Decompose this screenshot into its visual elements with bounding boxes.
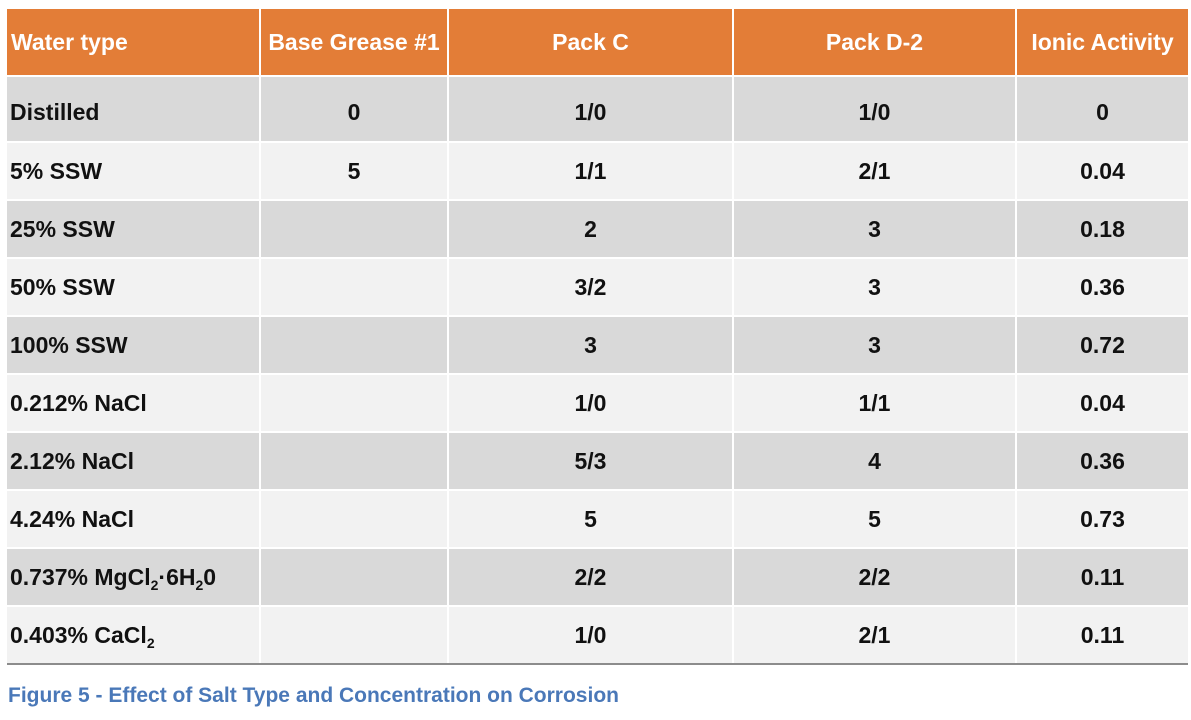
- pack-c-cell: 1/1: [448, 142, 734, 200]
- ionic-activity-cell: 0.04: [1016, 142, 1188, 200]
- base-grease-cell: [260, 490, 449, 548]
- pack-c-cell: 1/0: [448, 606, 734, 665]
- water-type-cell: 0.212% NaCl: [7, 374, 261, 432]
- water-type-cell: 50% SSW: [7, 258, 261, 316]
- base-grease-cell: 0: [260, 76, 449, 142]
- subscript: 2: [150, 576, 159, 593]
- ionic-activity-cell: 0.72: [1016, 316, 1188, 374]
- table-header: Water type Base Grease #1 Pack C Pack D-…: [7, 9, 1188, 76]
- pack-d2-cell: 5: [733, 490, 1017, 548]
- pack-c-cell: 5/3: [448, 432, 734, 490]
- pack-c-cell: 2/2: [448, 548, 734, 606]
- base-grease-cell: [260, 316, 449, 374]
- water-type-cell: 25% SSW: [7, 200, 261, 258]
- base-grease-cell: [260, 258, 449, 316]
- water-type-cell: 0.737% MgCl2·6H20: [7, 548, 261, 606]
- water-type-cell: 0.403% CaCl2: [7, 606, 261, 665]
- pack-d2-cell: 2/2: [733, 548, 1017, 606]
- ionic-activity-cell: 0.04: [1016, 374, 1188, 432]
- water-type-text: 0: [203, 563, 217, 590]
- base-grease-cell: [260, 548, 449, 606]
- header-base-grease: Base Grease #1: [260, 9, 449, 76]
- header-ionic-activity: Ionic Activity: [1016, 9, 1188, 76]
- ionic-activity-cell: 0.11: [1016, 606, 1188, 665]
- table-row: 0.737% MgCl2·6H20 2/2 2/2 0.11: [7, 548, 1188, 606]
- table-body: Distilled 0 1/0 1/0 0 5% SSW 5 1/1 2/1 0…: [7, 76, 1188, 665]
- pack-c-cell: 3/2: [448, 258, 734, 316]
- pack-c-cell: 2: [448, 200, 734, 258]
- pack-d2-cell: 2/1: [733, 142, 1017, 200]
- water-type-text: ·6H: [158, 563, 196, 590]
- base-grease-cell: [260, 606, 449, 665]
- pack-d2-cell: 1/0: [733, 76, 1017, 142]
- ionic-activity-cell: 0.18: [1016, 200, 1188, 258]
- pack-d2-cell: 3: [733, 316, 1017, 374]
- pack-d2-cell: 3: [733, 258, 1017, 316]
- water-type-text: 0.737% MgCl: [10, 563, 151, 590]
- header-row: Water type Base Grease #1 Pack C Pack D-…: [7, 9, 1188, 76]
- water-type-cell: 4.24% NaCl: [7, 490, 261, 548]
- table-row: 100% SSW 3 3 0.72: [7, 316, 1188, 374]
- table-row: 50% SSW 3/2 3 0.36: [7, 258, 1188, 316]
- pack-d2-cell: 2/1: [733, 606, 1017, 665]
- base-grease-cell: 5: [260, 142, 449, 200]
- ionic-activity-cell: 0.11: [1016, 548, 1188, 606]
- table-row: 5% SSW 5 1/1 2/1 0.04: [7, 142, 1188, 200]
- water-type-cell: Distilled: [7, 76, 261, 142]
- subscript: 2: [146, 634, 155, 651]
- pack-c-cell: 1/0: [448, 374, 734, 432]
- water-type-cell: 100% SSW: [7, 316, 261, 374]
- pack-d2-cell: 1/1: [733, 374, 1017, 432]
- ionic-activity-cell: 0.36: [1016, 258, 1188, 316]
- ionic-activity-cell: 0.73: [1016, 490, 1188, 548]
- water-type-text: 0.403% CaCl: [10, 621, 147, 648]
- base-grease-cell: [260, 432, 449, 490]
- header-pack-d2: Pack D-2: [733, 9, 1017, 76]
- pack-c-cell: 3: [448, 316, 734, 374]
- table-row: 0.212% NaCl 1/0 1/1 0.04: [7, 374, 1188, 432]
- table-row: 0.403% CaCl2 1/0 2/1 0.11: [7, 606, 1188, 665]
- corrosion-table: Water type Base Grease #1 Pack C Pack D-…: [7, 9, 1188, 665]
- ionic-activity-cell: 0: [1016, 76, 1188, 142]
- pack-d2-cell: 4: [733, 432, 1017, 490]
- pack-d2-cell: 3: [733, 200, 1017, 258]
- subscript: 2: [195, 576, 204, 593]
- base-grease-cell: [260, 374, 449, 432]
- table-row: 25% SSW 2 3 0.18: [7, 200, 1188, 258]
- water-type-cell: 5% SSW: [7, 142, 261, 200]
- pack-c-cell: 5: [448, 490, 734, 548]
- table-row: Distilled 0 1/0 1/0 0: [7, 76, 1188, 142]
- ionic-activity-cell: 0.36: [1016, 432, 1188, 490]
- water-type-cell: 2.12% NaCl: [7, 432, 261, 490]
- figure-caption: Figure 5 - Effect of Salt Type and Conce…: [8, 684, 619, 707]
- header-water-type: Water type: [7, 9, 261, 76]
- base-grease-cell: [260, 200, 449, 258]
- table-row: 2.12% NaCl 5/3 4 0.36: [7, 432, 1188, 490]
- header-pack-c: Pack C: [448, 9, 734, 76]
- pack-c-cell: 1/0: [448, 76, 734, 142]
- table-row: 4.24% NaCl 5 5 0.73: [7, 490, 1188, 548]
